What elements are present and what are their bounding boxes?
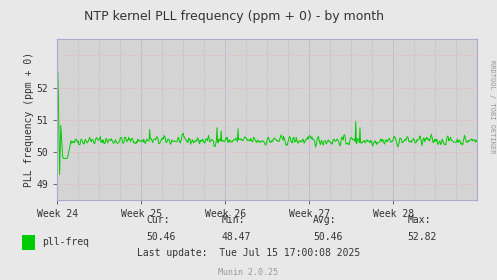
Text: Last update:  Tue Jul 15 17:00:08 2025: Last update: Tue Jul 15 17:00:08 2025 bbox=[137, 248, 360, 258]
Y-axis label: PLL frequency (ppm + 0): PLL frequency (ppm + 0) bbox=[23, 52, 34, 187]
Text: Max:: Max: bbox=[408, 215, 431, 225]
Text: Munin 2.0.25: Munin 2.0.25 bbox=[219, 268, 278, 277]
Text: 50.46: 50.46 bbox=[313, 232, 342, 242]
Text: 50.46: 50.46 bbox=[147, 232, 176, 242]
Text: pll-freq: pll-freq bbox=[42, 237, 89, 247]
Text: RRDTOOL / TOBI OETIKER: RRDTOOL / TOBI OETIKER bbox=[489, 60, 495, 153]
Text: NTP kernel PLL frequency (ppm + 0) - by month: NTP kernel PLL frequency (ppm + 0) - by … bbox=[83, 10, 384, 23]
Text: Cur:: Cur: bbox=[147, 215, 170, 225]
Text: 52.82: 52.82 bbox=[408, 232, 437, 242]
Text: 48.47: 48.47 bbox=[221, 232, 250, 242]
Text: Avg:: Avg: bbox=[313, 215, 336, 225]
Text: Min:: Min: bbox=[221, 215, 245, 225]
